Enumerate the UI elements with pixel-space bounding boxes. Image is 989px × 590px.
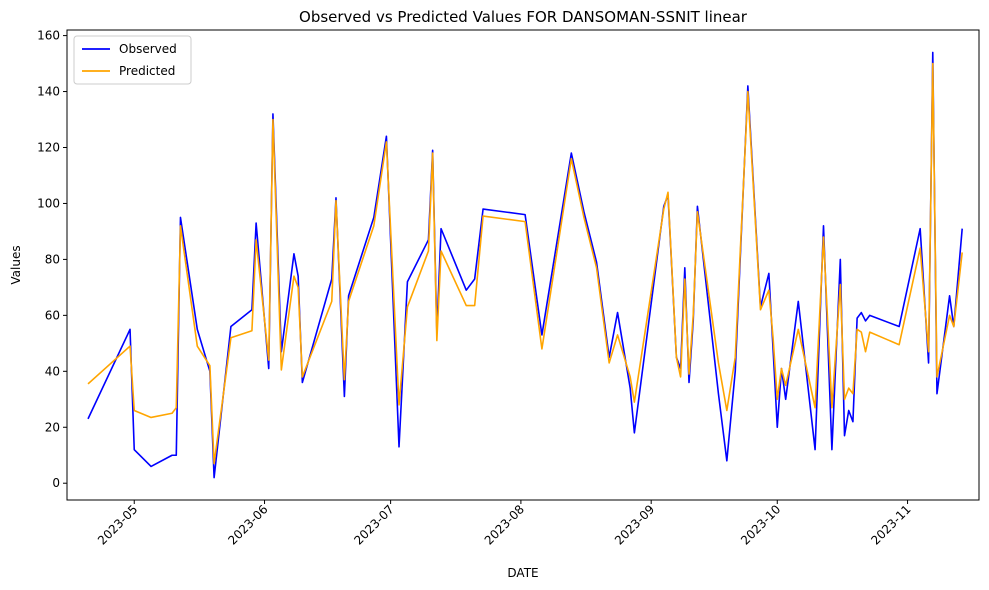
legend: Observed Predicted <box>73 35 192 85</box>
chart-title: Observed vs Predicted Values FOR DANSOMA… <box>299 8 748 26</box>
series-line-predicted <box>87 62 963 465</box>
y-tick-label: 0 <box>52 476 60 490</box>
axes-frame <box>66 29 980 501</box>
y-tick-label: 40 <box>45 364 60 378</box>
y-axis-label: Values <box>9 245 23 284</box>
y-tick-label: 80 <box>45 252 60 266</box>
y-tick-label: 120 <box>37 141 60 155</box>
y-tick-label: 160 <box>37 29 60 43</box>
legend-label-observed: Observed <box>119 42 177 56</box>
y-tick-label: 60 <box>45 308 60 322</box>
legend-box <box>73 35 192 85</box>
legend-label-predicted: Predicted <box>119 64 175 78</box>
x-axis-label: DATE <box>507 566 538 580</box>
y-tick-label: 100 <box>37 196 60 210</box>
plot-area <box>87 51 963 479</box>
y-tick-label: 140 <box>37 85 60 99</box>
y-tick-label: 20 <box>45 420 60 434</box>
